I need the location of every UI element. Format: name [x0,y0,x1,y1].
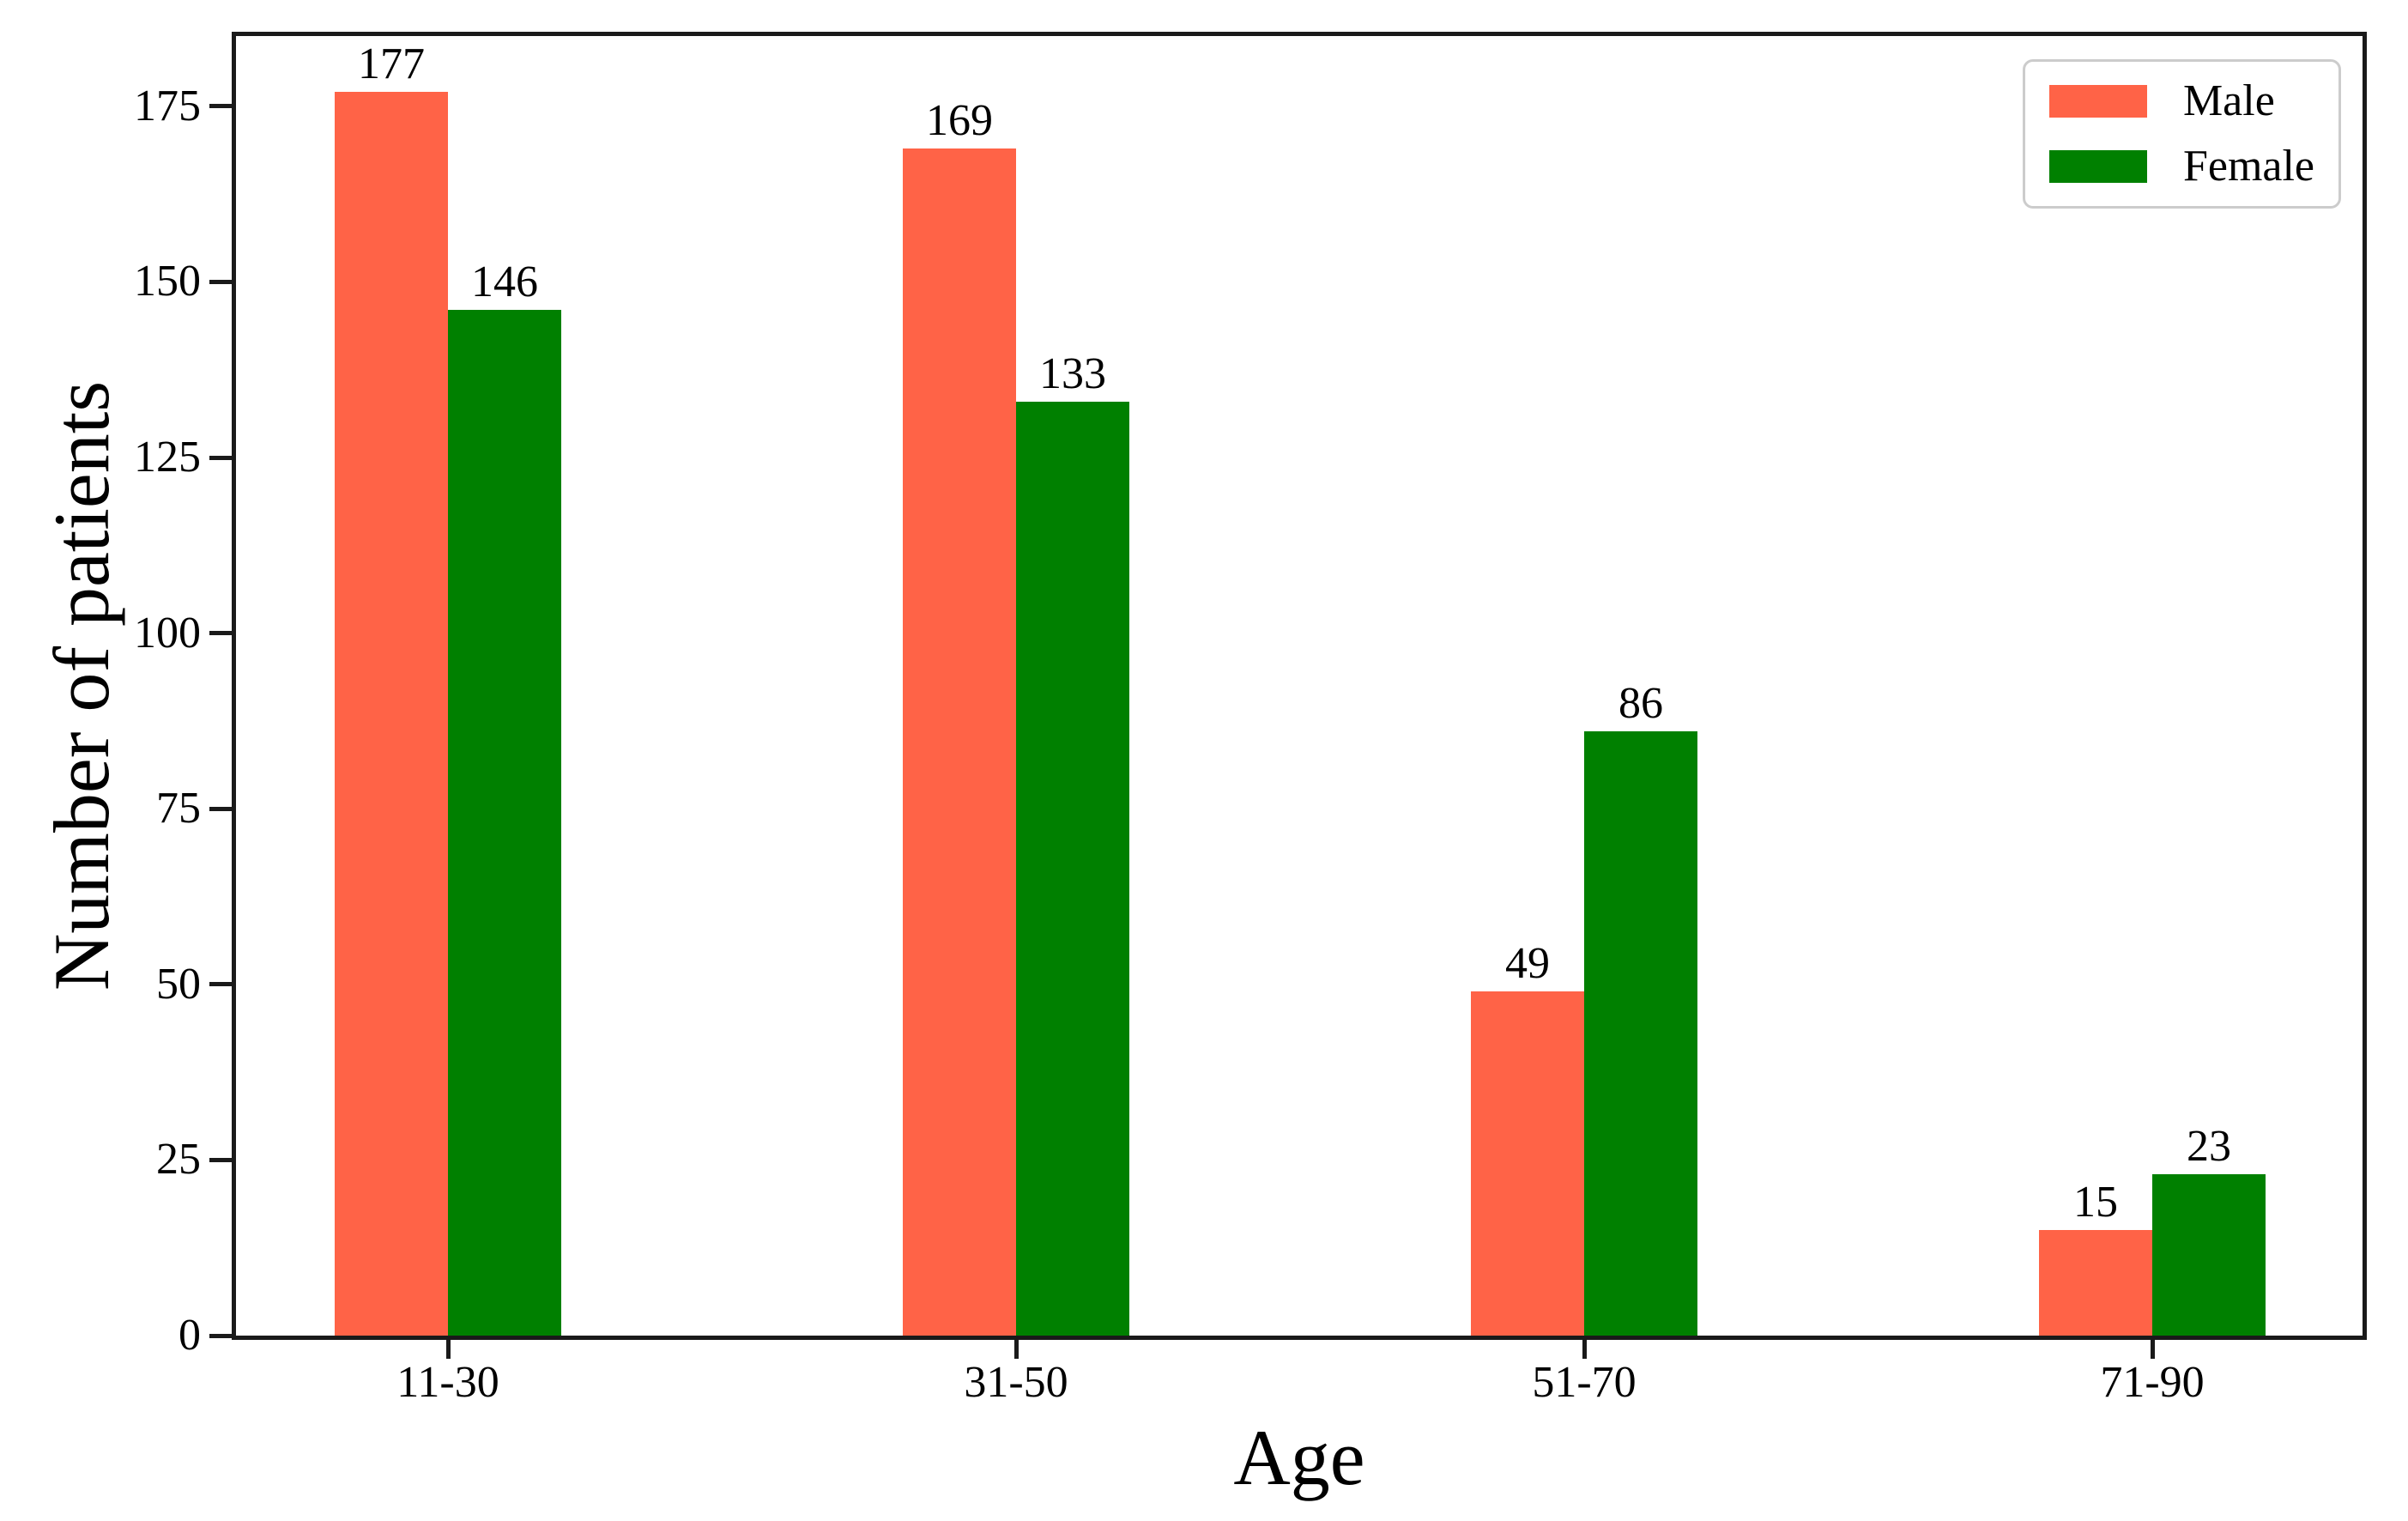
bar-value-male-11-30: 177 [358,39,425,89]
female-legend-swatch [2048,150,2147,183]
y-tick-mark-0 [209,1333,232,1338]
legend-entry-female: Female [2048,141,2314,192]
bar-female-31-50 [1016,401,1129,1336]
bar-male-71-90 [2039,1230,2152,1336]
bar-male-51-70 [1471,991,1584,1336]
y-tick-label-175: 175 [134,81,201,130]
x-tick-label-51-70: 51-70 [1532,1358,1637,1407]
y-tick-mark-25 [209,1157,232,1162]
x-tick-mark-71-90 [2150,1340,2155,1359]
x-axis-title: Age [1233,1414,1365,1501]
x-tick-mark-11-30 [445,1340,451,1359]
y-tick-label-50: 50 [156,959,201,1009]
female-legend-label: Female [2182,142,2314,191]
x-tick-label-71-90: 71-90 [2100,1358,2205,1407]
bar-value-female-31-50: 133 [1039,348,1106,398]
plot-area: Male Female 0 25 50 75 100 125 150 175 11-30 177 1… [134,32,2367,1407]
y-tick-label-75: 75 [156,784,201,833]
bar-value-female-11-30: 146 [471,258,538,307]
y-tick-label-0: 0 [178,1311,201,1360]
bar-value-female-71-90: 23 [2187,1121,2231,1171]
y-tick-mark-50 [209,982,232,987]
bar-male-11-30 [335,92,448,1336]
bar-female-11-30 [448,310,561,1336]
x-tick-label-11-30: 11-30 [396,1358,499,1407]
bar-value-male-71-90: 15 [2073,1178,2118,1227]
male-legend-swatch [2048,85,2147,118]
bar-value-male-31-50: 169 [926,95,993,145]
bar-value-female-51-70: 86 [1618,679,1663,729]
x-tick-mark-51-70 [1582,1340,1587,1359]
x-tick-label-31-50: 31-50 [964,1358,1068,1407]
bar-female-71-90 [2152,1173,2266,1336]
y-tick-mark-125 [209,455,232,460]
bar-male-31-50 [903,148,1016,1336]
y-tick-label-125: 125 [134,433,201,482]
y-tick-label-100: 100 [134,608,201,657]
legend-entry-male: Male [2048,76,2314,127]
y-axis-title: Number of patients [38,380,125,991]
y-tick-mark-100 [209,631,232,636]
male-legend-label: Male [2182,76,2275,125]
bar-female-51-70 [1584,731,1697,1336]
y-tick-mark-75 [209,806,232,811]
y-tick-mark-150 [209,279,232,284]
bar-value-male-51-70: 49 [1505,939,1550,988]
legend: Male Female [2022,59,2341,209]
y-tick-mark-175 [209,104,232,109]
y-tick-label-150: 150 [134,257,201,306]
x-tick-mark-31-50 [1013,1340,1019,1359]
y-tick-label-25: 25 [156,1135,201,1185]
